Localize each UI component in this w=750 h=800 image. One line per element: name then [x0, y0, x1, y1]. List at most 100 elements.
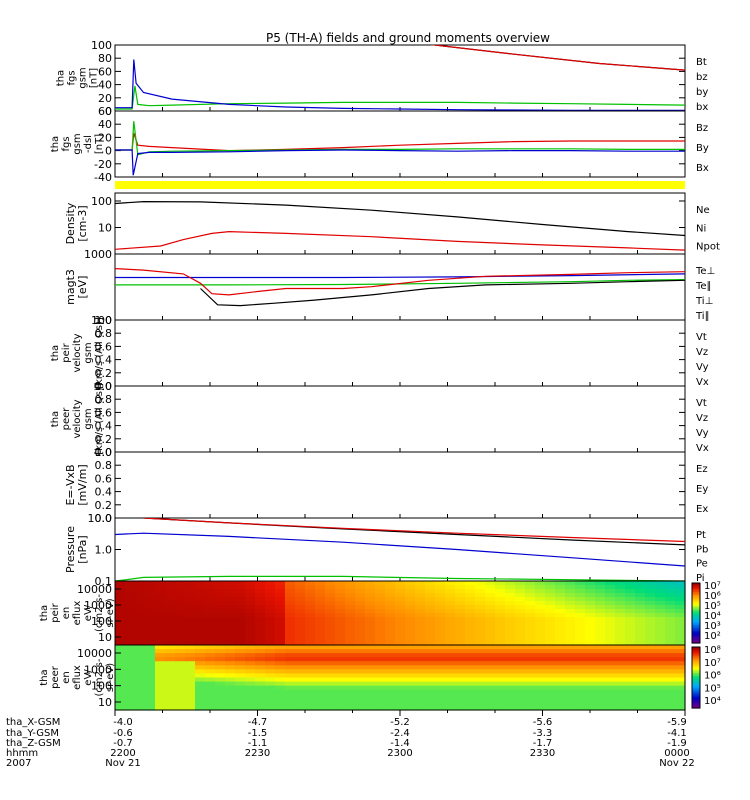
spectrogram-cell	[665, 705, 676, 711]
spectrogram-cell	[245, 649, 256, 654]
spectrogram-cell	[135, 661, 146, 666]
spectrogram-cell	[235, 673, 246, 679]
colorbar-cell	[692, 583, 700, 586]
spectrogram-cell	[475, 629, 486, 634]
spectrogram-cell	[555, 689, 566, 695]
spectrogram-cell	[135, 629, 146, 634]
spectrogram-cell	[375, 653, 386, 658]
spectrogram-cell	[395, 609, 406, 614]
spectrogram-cell	[475, 597, 486, 602]
spectrogram-cell	[255, 693, 266, 699]
spectrogram-cell	[565, 669, 576, 675]
spectrogram-cell	[355, 617, 366, 622]
colorbar-cell	[692, 660, 700, 663]
spectrogram-cell	[315, 661, 326, 666]
colorbar-cell	[692, 683, 700, 686]
spectrogram-cell	[485, 641, 496, 646]
spectrogram-cell	[455, 581, 466, 586]
spectrogram-cell	[445, 693, 456, 699]
spectrogram-cell	[235, 653, 246, 658]
y-tick-label: 10.0	[88, 512, 113, 525]
spectrogram-cell	[605, 585, 616, 590]
spectrogram-cell	[665, 589, 676, 594]
spectrogram-cell	[315, 669, 326, 675]
spectrogram-cell	[335, 681, 346, 687]
spectrogram-cell	[175, 665, 186, 670]
spectrogram-cell	[115, 605, 126, 610]
spectrogram-cell	[465, 589, 476, 594]
spectrogram-cell	[495, 657, 506, 662]
y-tick-label: 0.8	[95, 327, 113, 340]
spectrogram-cell	[365, 645, 376, 650]
spectrogram-cell	[195, 701, 206, 707]
spectrogram-cell	[265, 673, 276, 679]
spectrogram-cell	[625, 705, 636, 711]
spectrogram-cell	[395, 581, 406, 586]
colorbar-cell	[692, 650, 700, 653]
colorbar-cell	[692, 602, 700, 605]
spectrogram-cell	[265, 609, 276, 614]
spectrogram-cell	[515, 689, 526, 695]
spectrogram-cell	[415, 621, 426, 626]
spectrogram-cell	[365, 689, 376, 695]
spectrogram-cell	[265, 633, 276, 638]
spectrogram-cell	[675, 597, 686, 602]
spectrogram-cell	[315, 645, 326, 650]
spectrogram-cell	[675, 677, 686, 683]
spectrogram-cell	[405, 637, 416, 642]
spectrogram-cell	[675, 593, 686, 598]
colorbar-cell	[692, 679, 700, 682]
spectrogram-cell	[445, 625, 456, 630]
spectrogram-cell	[215, 653, 226, 658]
spectrogram-cell	[475, 585, 486, 590]
spectrogram-cell	[145, 645, 156, 650]
spectrogram-cell	[155, 613, 166, 618]
spectrogram-cell	[295, 581, 306, 586]
spectrogram-cell	[265, 645, 276, 650]
spectrogram-cell	[605, 697, 616, 703]
spectrogram-cell	[435, 637, 446, 642]
spectrogram-cell	[275, 637, 286, 642]
spectrogram-cell	[525, 645, 536, 650]
spectrogram-cell	[655, 637, 666, 642]
spectrogram-cell	[255, 585, 266, 590]
spectrogram-cell	[495, 633, 506, 638]
spectrogram-cell	[545, 625, 556, 630]
spectrogram-cell	[615, 593, 626, 598]
spectrogram-cell	[625, 613, 636, 618]
spectrogram-cell	[605, 661, 616, 666]
spectrogram-cell	[515, 673, 526, 679]
spectrogram-cell	[515, 641, 526, 646]
spectrogram-cell	[675, 665, 686, 670]
spectrogram-cell	[605, 701, 616, 707]
spectrogram-cell	[125, 601, 136, 606]
spectrogram-cell	[475, 581, 486, 586]
spectrogram-cell	[575, 661, 586, 666]
spectrogram-cell	[305, 617, 316, 622]
spectrogram-cell	[325, 673, 336, 679]
spectrogram-cell	[345, 669, 356, 675]
spectrogram-cell	[545, 661, 556, 666]
spectrogram-cell	[635, 689, 646, 695]
spectrogram-cell	[525, 669, 536, 675]
spectrogram-cell	[165, 613, 176, 618]
spectrogram-cell	[135, 645, 146, 650]
spectrogram-cell	[485, 705, 496, 711]
spectrogram-cell	[445, 645, 456, 650]
spectrogram-cell	[225, 681, 236, 687]
spectrogram-cell	[625, 605, 636, 610]
y-tick-label: 40	[98, 118, 112, 131]
spectrogram-cell	[535, 673, 546, 679]
spectrogram-cell	[635, 653, 646, 658]
spectrogram-cell	[335, 633, 346, 638]
spectrogram-cell	[295, 677, 306, 683]
spectrogram-cell	[325, 685, 336, 691]
spectrogram-cell	[305, 641, 316, 646]
spectrogram-cell	[305, 613, 316, 618]
spectrogram-cell	[255, 621, 266, 626]
spectrogram-cell	[145, 673, 156, 679]
spectrogram-cell	[405, 625, 416, 630]
spectrogram-cell	[435, 589, 446, 594]
spectrogram-cell	[605, 609, 616, 614]
spectrogram-cell	[415, 609, 426, 614]
